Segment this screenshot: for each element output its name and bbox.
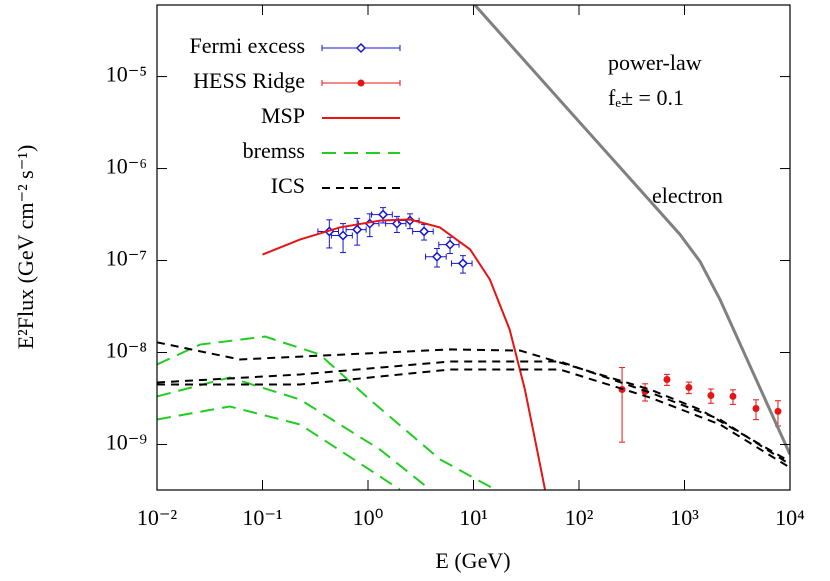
y-tick-label: 10⁻⁶ [106, 154, 147, 179]
legend-label: Fermi excess [190, 33, 305, 58]
point [419, 226, 430, 237]
x-tick-label: 10¹ [459, 505, 488, 530]
legend-marker [357, 79, 365, 87]
annotation: power-law [608, 50, 702, 75]
legend-label: ICS [271, 173, 305, 198]
point [457, 258, 468, 269]
plot-frame [156, 4, 791, 491]
point [685, 383, 693, 391]
curve [157, 368, 790, 469]
point [774, 407, 782, 415]
y-tick-label: 10⁻⁸ [106, 338, 147, 363]
curve [157, 341, 790, 463]
x-tick-label: 10² [565, 505, 594, 530]
legend-label: bremss [243, 138, 305, 163]
point [391, 218, 402, 229]
point [729, 392, 737, 400]
annotation: fₑ± = 0.1 [608, 85, 684, 110]
x-axis-label: E (GeV) [435, 548, 510, 573]
point [378, 209, 389, 220]
curve [157, 405, 401, 490]
point [752, 405, 760, 413]
y-tick-label: 10⁻⁹ [106, 430, 148, 455]
y-tick-label: 10⁻⁵ [106, 62, 147, 87]
point [431, 251, 443, 262]
x-tick-label: 10³ [670, 505, 699, 530]
x-tick-label: 10⁴ [775, 505, 805, 530]
curve [473, 5, 790, 456]
x-tick-label: 10⁰ [353, 505, 384, 530]
curve-label: electron [652, 183, 723, 208]
point [707, 391, 715, 399]
legend-label: HESS Ridge [193, 68, 305, 93]
plot-area [157, 5, 790, 490]
x-tick-label: 10⁻² [137, 505, 178, 530]
legend-label: MSP [261, 103, 305, 128]
point [663, 375, 671, 383]
curve [157, 360, 790, 466]
legend-marker [355, 42, 367, 54]
y-tick-label: 10⁻⁷ [106, 246, 147, 271]
point [337, 230, 349, 241]
point [352, 224, 363, 235]
y-axis-label: E²Flux (GeV cm⁻² s⁻¹) [13, 145, 38, 350]
x-tick-label: 10⁻¹ [242, 505, 282, 530]
curve [157, 335, 496, 490]
curve [262, 218, 546, 490]
point [444, 239, 456, 250]
curve [157, 376, 431, 490]
